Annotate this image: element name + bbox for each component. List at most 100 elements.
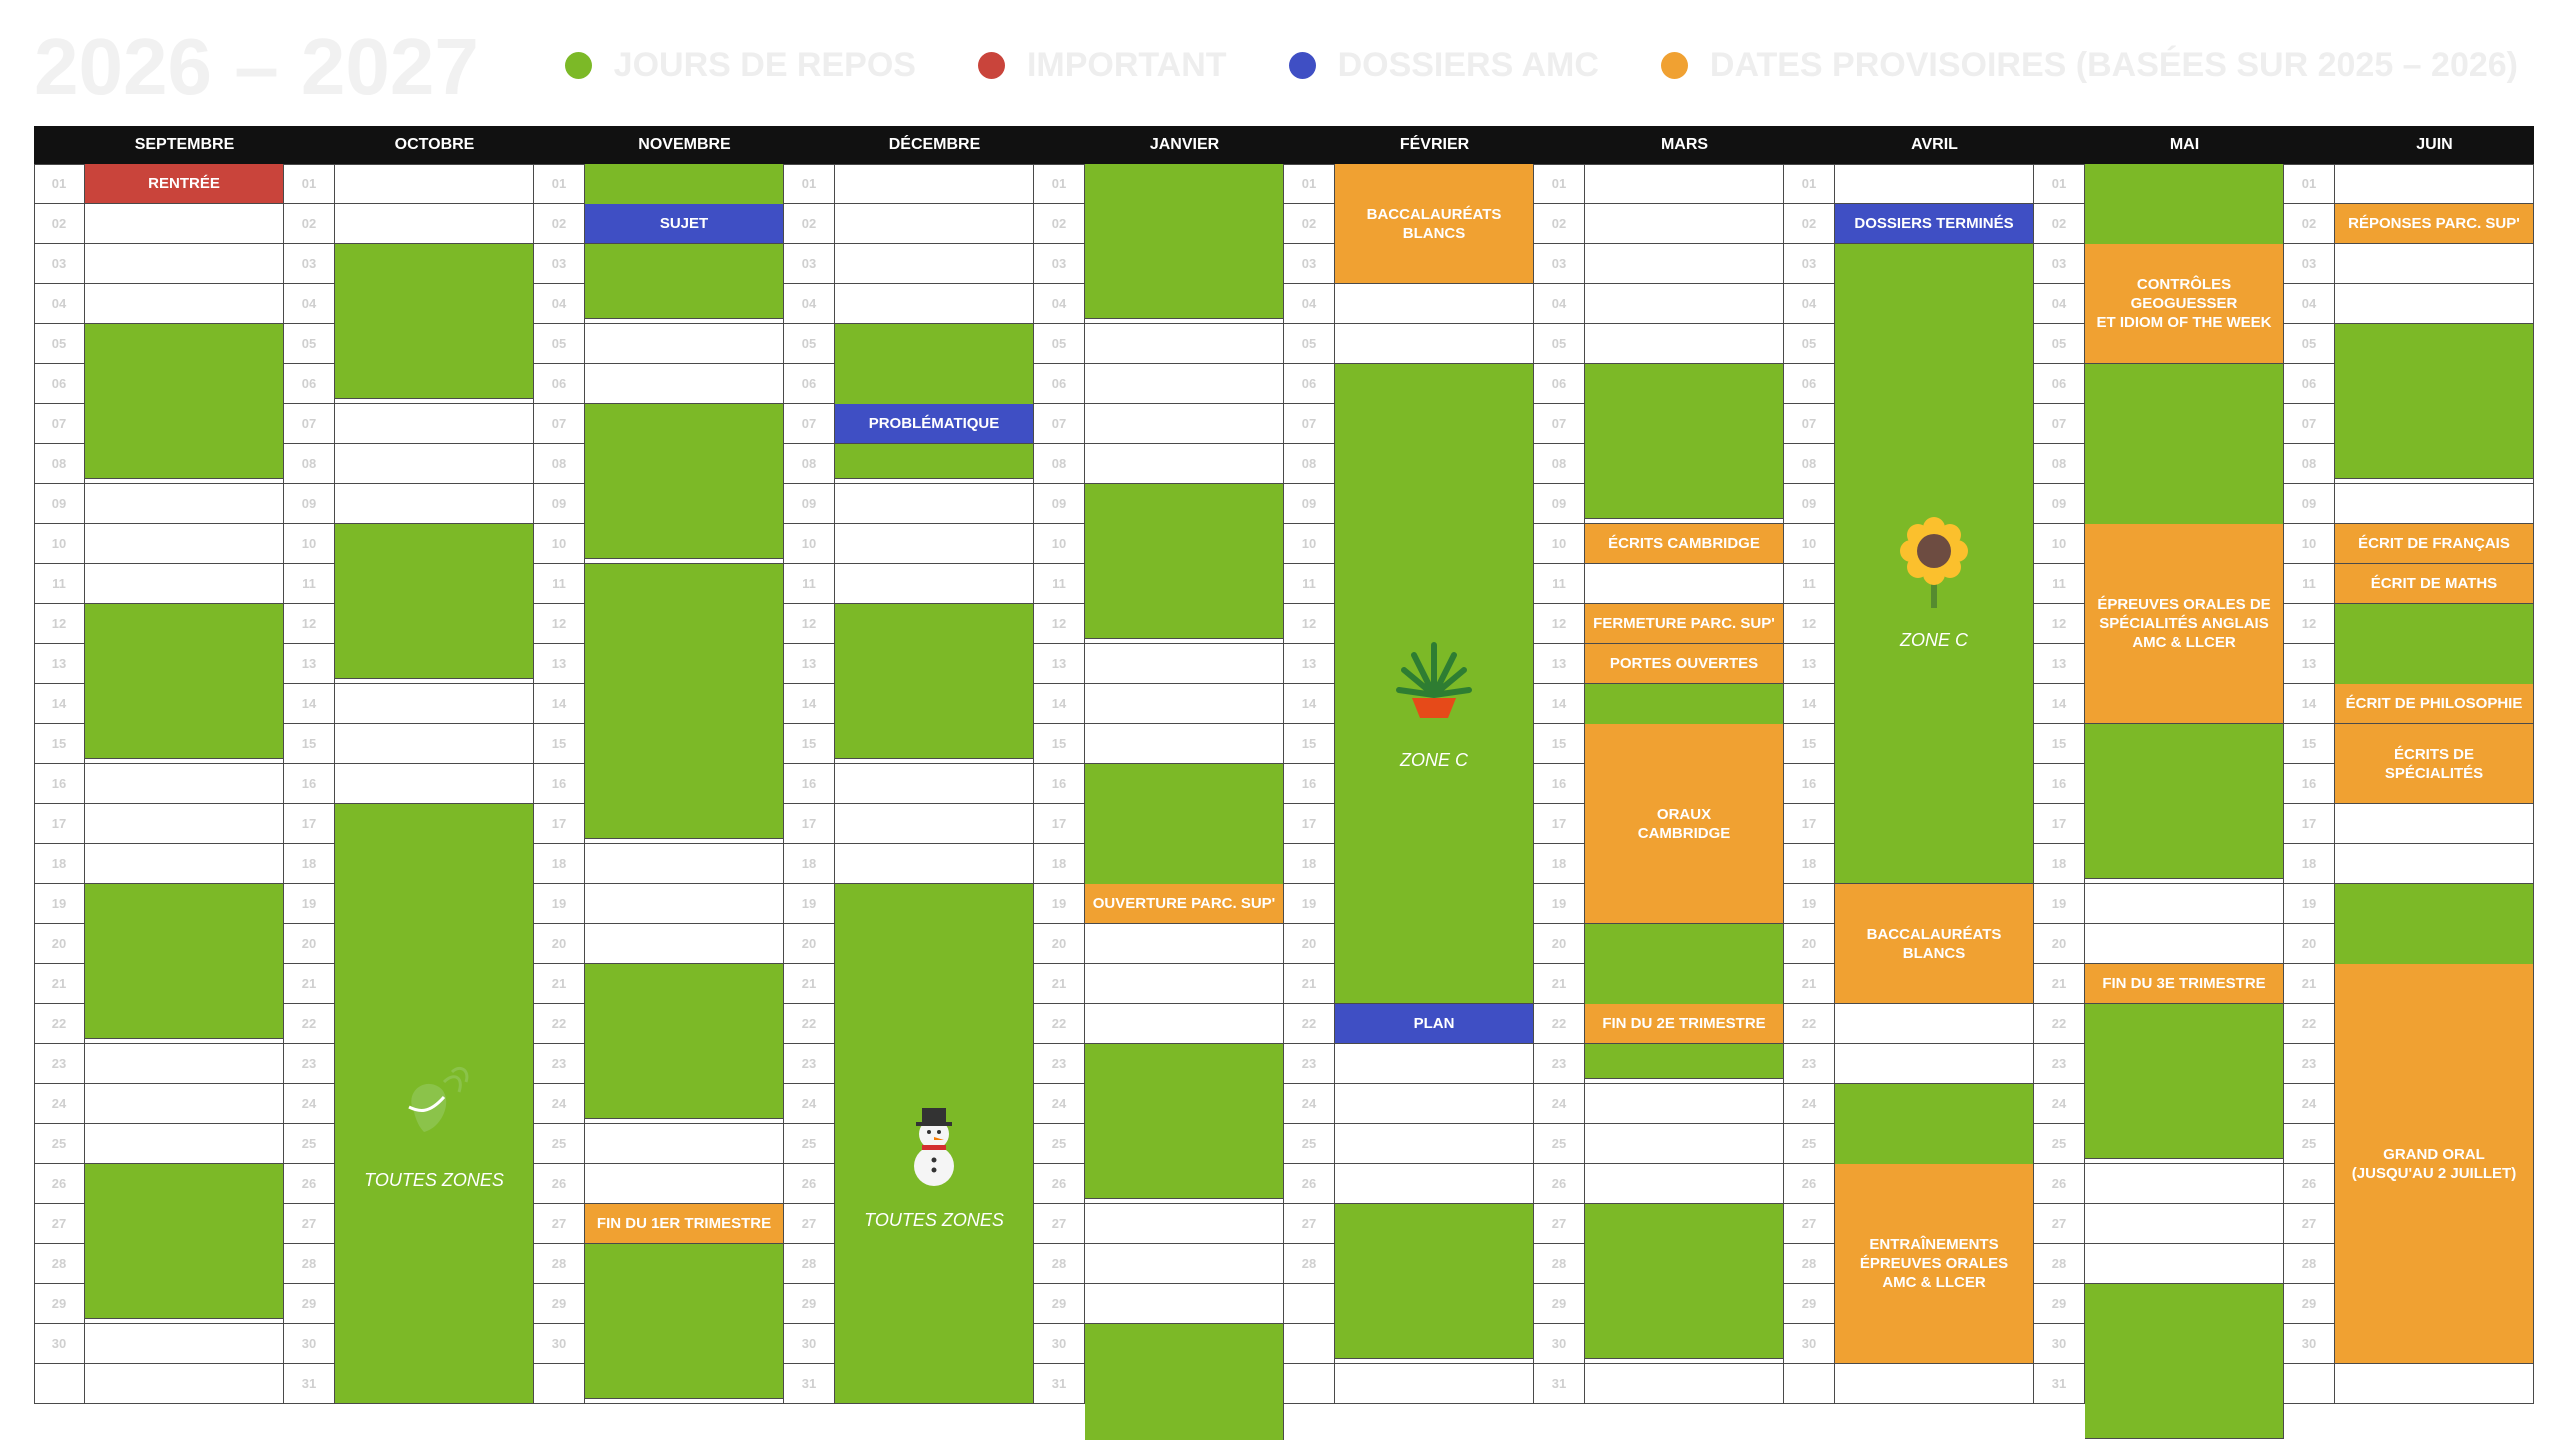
event-block [1085, 1044, 1284, 1199]
day-number: 08 [784, 444, 835, 484]
day-number: 08 [34, 444, 85, 484]
legend-label: IMPORTANT [1026, 46, 1227, 84]
day-number: 24 [284, 1084, 335, 1124]
day-number: 25 [534, 1124, 585, 1164]
day-number: 31 [1034, 1364, 1085, 1404]
day-cell [1335, 1124, 1534, 1164]
day-number: 19 [784, 884, 835, 924]
day-number: 12 [534, 604, 585, 644]
day-number: 11 [1034, 564, 1085, 604]
day-number: 20 [1534, 924, 1585, 964]
day-number: 20 [784, 924, 835, 964]
day-cell [1585, 564, 1784, 604]
event-block: ÉCRITS DE SPÉCIALITÉS [2335, 724, 2534, 804]
day-number: 21 [1284, 964, 1335, 1004]
day-number: 21 [1784, 964, 1835, 1004]
day-number: 11 [1784, 564, 1835, 604]
event-block: ENTRAÎNEMENTS ÉPREUVES ORALES AMC & LLCE… [1835, 1164, 2034, 1364]
day-number: 12 [1534, 604, 1585, 644]
day-number: 05 [2284, 324, 2335, 364]
day-number: 04 [1534, 284, 1585, 324]
day-cell [585, 324, 784, 364]
day-number [1284, 1364, 1335, 1404]
day-number: 14 [2034, 684, 2085, 724]
day-number: 03 [2284, 244, 2335, 284]
month-name: JANVIER [1149, 136, 1220, 153]
day-cell [835, 844, 1034, 884]
day-number: 23 [1034, 1044, 1085, 1084]
event-block: FIN DU 2E TRIMESTRE [1585, 1004, 1784, 1044]
day-number: 25 [1534, 1124, 1585, 1164]
legend-dot [1660, 52, 1688, 79]
day-cell [85, 484, 284, 524]
day-number: 25 [284, 1124, 335, 1164]
day-number: 28 [1784, 1244, 1835, 1284]
day-cell [85, 1324, 284, 1364]
event-block [335, 244, 534, 399]
day-cell [1585, 324, 1784, 364]
day-number: 18 [284, 844, 335, 884]
day-number: 28 [284, 1244, 335, 1284]
day-number: 29 [1784, 1284, 1835, 1324]
month-name: MARS [1660, 136, 1709, 153]
day-cell [2335, 844, 2534, 884]
day-number: 10 [784, 524, 835, 564]
day-number: 28 [34, 1244, 85, 1284]
day-number: 14 [784, 684, 835, 724]
day-number: 15 [1784, 724, 1835, 764]
day-number: 15 [34, 724, 85, 764]
day-cell [2335, 484, 2534, 524]
day-number: 05 [1784, 324, 1835, 364]
day-number: 21 [534, 964, 585, 1004]
day-cell [1085, 404, 1284, 444]
day-number: 27 [284, 1204, 335, 1244]
day-number: 17 [1284, 804, 1335, 844]
day-number: 07 [2284, 404, 2335, 444]
day-number: 30 [34, 1324, 85, 1364]
day-number: 07 [34, 404, 85, 444]
day-number: 08 [2284, 444, 2335, 484]
day-number: 24 [1534, 1084, 1585, 1124]
day-cell [1335, 1044, 1534, 1084]
day-number: 18 [1784, 844, 1835, 884]
month-name: SEPTEMBRE [134, 136, 235, 153]
day-number: 17 [34, 804, 85, 844]
day-number: 22 [1534, 1004, 1585, 1044]
day-number: 11 [284, 564, 335, 604]
day-number: 01 [284, 164, 335, 204]
day-number: 20 [1034, 924, 1085, 964]
day-number: 04 [534, 284, 585, 324]
day-cell [85, 1124, 284, 1164]
day-number [1284, 1324, 1335, 1364]
day-number: 01 [1034, 164, 1085, 204]
month-name: JUIN [2416, 136, 2453, 153]
event-block: DOSSIERS TERMINÉS [1835, 204, 2034, 244]
day-number: 18 [1034, 844, 1085, 884]
day-number: 25 [34, 1124, 85, 1164]
day-number: 30 [2034, 1324, 2085, 1364]
event-block [835, 604, 1034, 759]
event-block: PLAN [1335, 1004, 1534, 1044]
day-number: 16 [1534, 764, 1585, 804]
day-cell [85, 1084, 284, 1124]
day-number: 06 [284, 364, 335, 404]
day-number: 07 [1784, 404, 1835, 444]
day-number: 02 [1784, 204, 1835, 244]
day-cell [585, 884, 784, 924]
day-number: 23 [1534, 1044, 1585, 1084]
day-cell [2085, 1244, 2284, 1284]
day-number: 25 [784, 1124, 835, 1164]
day-cell [1335, 1164, 1534, 1204]
day-number: 04 [1784, 284, 1835, 324]
day-number: 16 [1784, 764, 1835, 804]
day-cell [1085, 964, 1284, 1004]
day-number: 01 [784, 164, 835, 204]
day-cell [1335, 284, 1534, 324]
event-block: ÉCRITS CAMBRIDGE [1585, 524, 1784, 564]
day-number: 04 [2034, 284, 2085, 324]
day-number: 27 [534, 1204, 585, 1244]
day-number: 02 [1284, 204, 1335, 244]
event-block: ÉCRIT DE PHILOSOPHIE [2335, 684, 2534, 724]
day-number [1284, 1284, 1335, 1324]
